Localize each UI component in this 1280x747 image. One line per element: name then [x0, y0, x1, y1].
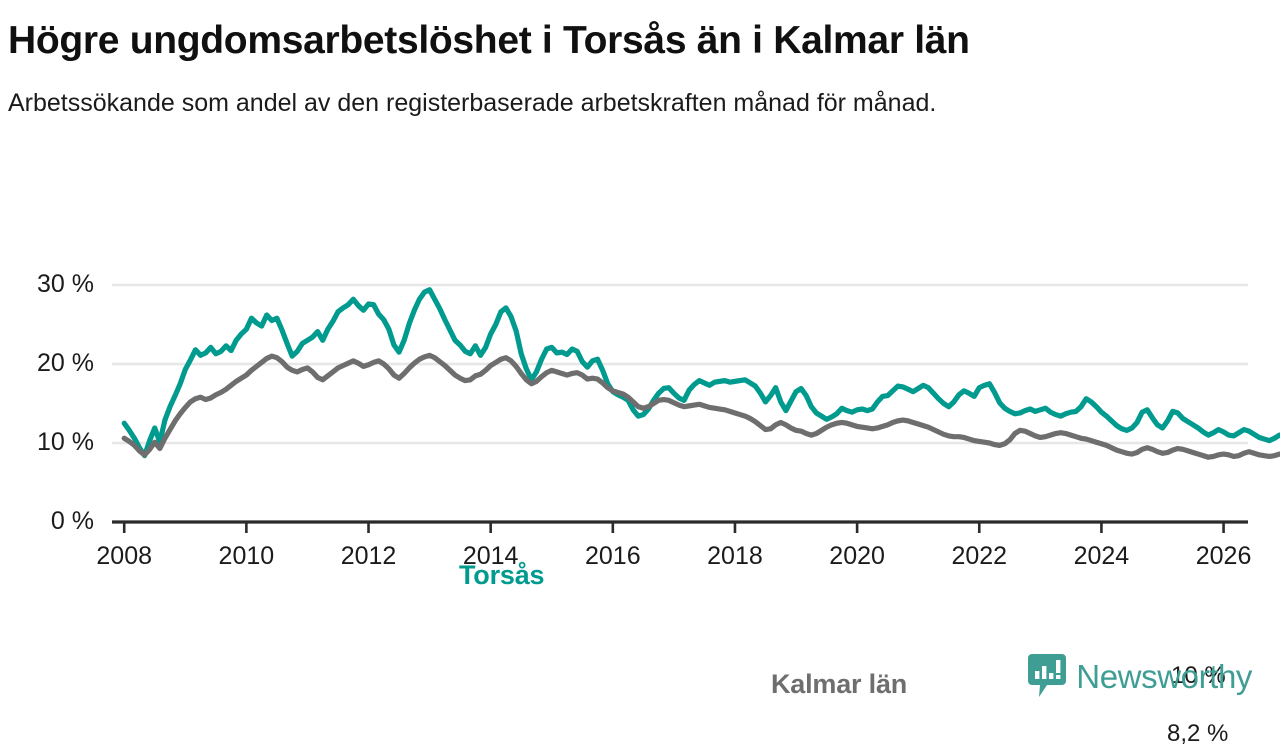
y-axis-tick-label: 10 % — [37, 428, 94, 456]
page-title: Högre ungdomsarbetslöshet i Torsås än i … — [8, 19, 970, 62]
series-label-torsas: Torsås — [459, 560, 545, 590]
end-value-torsas: 10 % — [1171, 662, 1226, 689]
logo-wordmark: Newsworthy — [1076, 657, 1252, 695]
line-chart-svg — [112, 283, 1280, 533]
x-axis-tick-label: 2010 — [218, 542, 275, 570]
x-axis-tick-label: 2024 — [1073, 542, 1130, 570]
end-value-kalmar: 8,2 % — [1167, 720, 1229, 747]
chart-plot-area: 0 % 10 % 20 % 30 % 2008 2010 2012 2014 2016 2018… — [0, 255, 1280, 746]
x-axis-tick-label: 2020 — [829, 542, 885, 570]
series-line-kalmar-län — [121, 352, 1280, 460]
newsworthy-bar-chart-bubble-icon — [1028, 654, 1067, 697]
series-line-torsås — [121, 287, 1280, 459]
newsworthy-logo: Newsworthy — [1028, 654, 1252, 698]
x-axis-tick-label: 2022 — [951, 542, 1008, 570]
x-axis-tick-label: 2014 — [462, 542, 519, 570]
x-axis-tick-label: 2016 — [585, 542, 641, 570]
chart-card: Högre ungdomsarbetslöshet i Torsås än i … — [0, 18, 1280, 746]
y-axis-tick-label: 20 % — [37, 349, 94, 377]
series-group — [121, 287, 1280, 460]
x-axis-tick-label: 2018 — [707, 542, 763, 570]
chart-header: Högre ungdomsarbetslöshet i Torsås än i … — [8, 18, 1208, 123]
x-axis — [112, 520, 1248, 533]
x-axis-tick-label: 2026 — [1195, 542, 1252, 570]
x-axis-tick-label: 2012 — [340, 542, 397, 570]
series-label-kalmar: Kalmar län — [771, 669, 908, 699]
gridlines — [112, 283, 1248, 445]
chart-subtitle: Arbetssökande som andel av den registerb… — [8, 89, 937, 117]
y-axis-tick-label: 30 % — [37, 270, 94, 298]
x-axis-tick-label: 2008 — [96, 542, 153, 570]
y-axis-tick-label: 0 % — [50, 507, 94, 535]
